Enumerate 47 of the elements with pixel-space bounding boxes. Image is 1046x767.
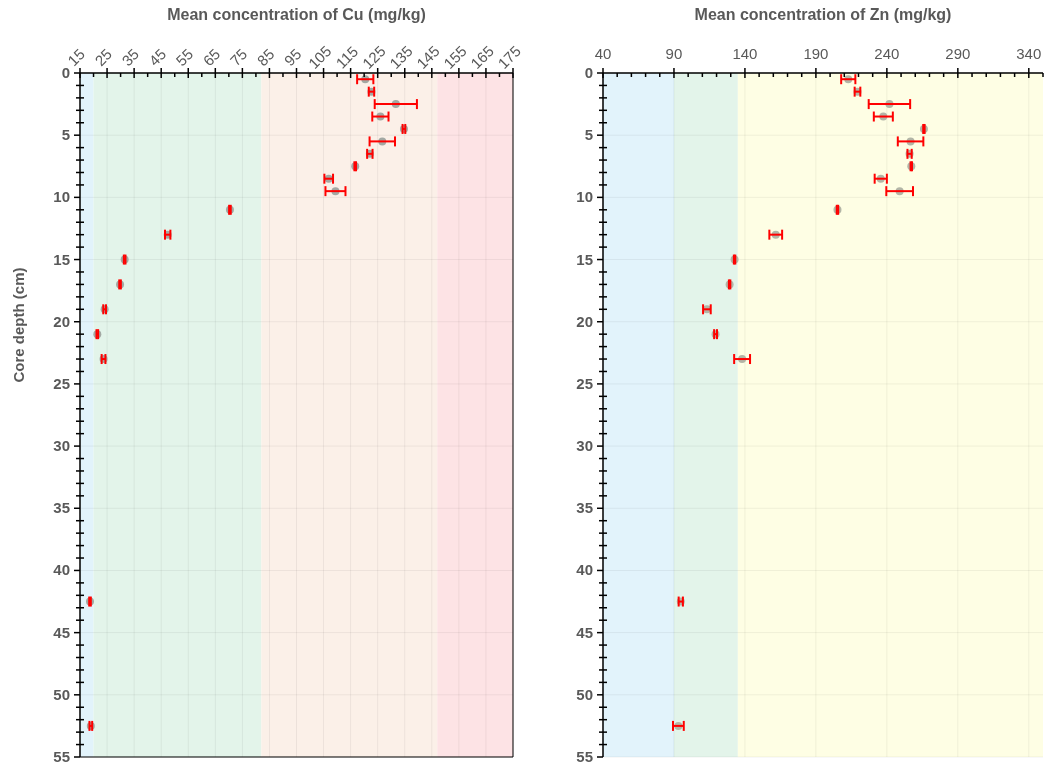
y-tick-label: 30 [576, 437, 593, 455]
x-tick-label: 190 [803, 45, 829, 62]
y-tick-label: 5 [61, 126, 70, 144]
x-tick-label: 145 [413, 42, 443, 72]
y-tick-label: 55 [576, 748, 593, 765]
x-tick-label: 55 [172, 45, 197, 70]
x-tick-label: 175 [494, 42, 524, 72]
y-tick-label: 25 [576, 374, 593, 392]
y-tick-label: 25 [53, 374, 70, 392]
x-tick-label: 340 [1016, 45, 1042, 62]
x-tick-label: 85 [253, 45, 278, 70]
x-tick-label: 140 [732, 45, 758, 62]
y-tick-label: 50 [53, 685, 70, 703]
y-tick-label: 50 [576, 685, 593, 703]
y-axis-title: Core depth (cm) [10, 267, 27, 383]
x-tick-label: 90 [665, 45, 683, 62]
y-tick-label: 15 [576, 250, 593, 268]
y-tick-label: 40 [53, 561, 70, 579]
x-tick-label: 45 [145, 45, 170, 70]
x-tick-label: 35 [118, 45, 143, 70]
x-axis-title: Mean concentration of Zn (mg/kg) [694, 6, 952, 23]
x-tick-label: 290 [945, 45, 971, 62]
y-tick-label: 35 [53, 499, 70, 517]
y-tick-label: 15 [53, 250, 70, 268]
x-tick-label: 135 [386, 42, 416, 72]
x-tick-label: 105 [304, 42, 335, 72]
y-tick-label: 45 [576, 623, 593, 641]
x-tick-label: 25 [91, 45, 116, 70]
y-tick-label: 40 [576, 561, 593, 579]
x-tick-label: 155 [440, 42, 470, 72]
x-tick-label: 240 [874, 45, 900, 62]
y-tick-label: 0 [584, 64, 593, 81]
y-tick-label: 5 [584, 126, 593, 144]
y-tick-label: 20 [576, 312, 593, 330]
y-tick-label: 55 [53, 748, 70, 765]
y-tick-label: 10 [576, 188, 593, 206]
x-tick-label: 95 [280, 45, 305, 70]
x-tick-label: 165 [467, 42, 497, 72]
y-tick-label: 10 [53, 188, 70, 206]
y-tick-label: 30 [53, 437, 70, 455]
y-tick-label: 45 [53, 623, 70, 641]
x-tick-label: 75 [226, 45, 251, 70]
x-axis-title: Mean concentration of Cu (mg/kg) [167, 6, 426, 23]
x-tick-label: 65 [199, 45, 224, 70]
y-tick-label: 35 [576, 499, 593, 517]
y-tick-label: 0 [61, 64, 70, 81]
y-tick-label: 20 [53, 312, 70, 330]
